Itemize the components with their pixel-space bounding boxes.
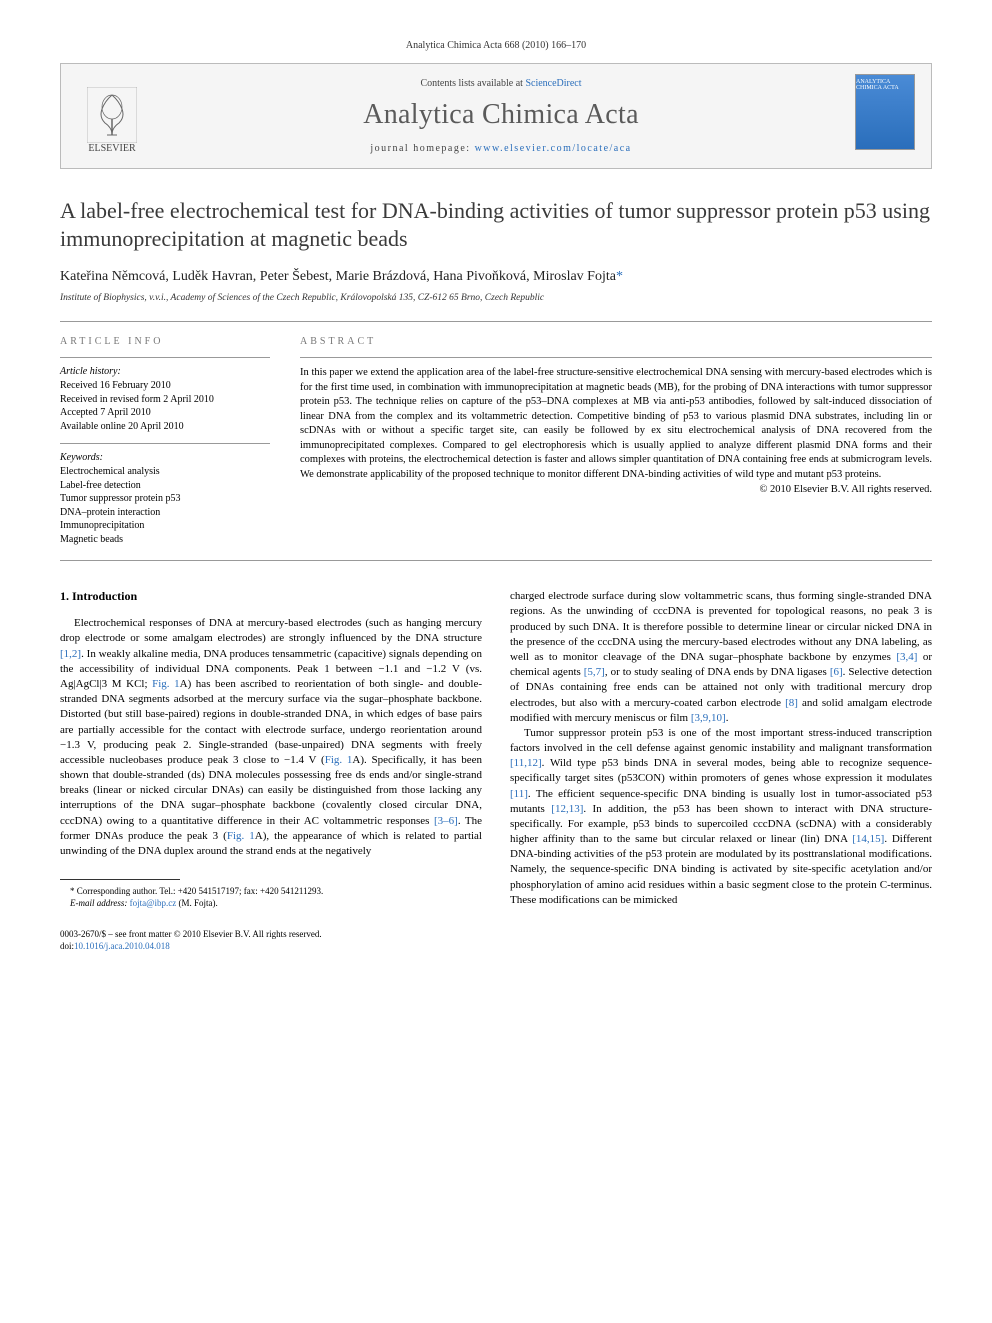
article-title: A label-free electrochemical test for DN… [60,197,932,253]
ref-link[interactable]: [6] [830,666,843,678]
divider [60,321,932,322]
sciencedirect-link[interactable]: ScienceDirect [525,78,581,89]
journal-cover-thumbnail: ANALYTICA CHIMICA ACTA [855,74,915,150]
history-item: Received 16 February 2010 [60,379,270,393]
body-paragraph: Electrochemical responses of DNA at merc… [60,616,482,859]
keyword: DNA–protein interaction [60,506,270,520]
ref-link[interactable]: [12,13] [551,803,583,815]
authors-line: Kateřina Němcová, Luděk Havran, Peter Še… [60,269,932,285]
keyword: Electrochemical analysis [60,465,270,479]
keywords-label: Keywords: [60,452,270,463]
journal-header: ELSEVIER Contents lists available at Sci… [60,63,932,169]
abstract-text: In this paper we extend the application … [300,366,932,482]
history-item: Accepted 7 April 2010 [60,406,270,420]
history-item: Received in revised form 2 April 2010 [60,393,270,407]
doi-link[interactable]: 10.1016/j.aca.2010.04.018 [74,941,170,951]
publisher-logo: ELSEVIER [77,74,147,154]
corresponding-mark[interactable]: * [616,269,623,284]
keyword: Label-free detection [60,479,270,493]
ref-link[interactable]: [5,7] [584,666,605,678]
abstract-label: ABSTRACT [300,336,932,347]
top-citation: Analytica Chimica Acta 668 (2010) 166–17… [60,40,932,51]
journal-homepage-link[interactable]: www.elsevier.com/locate/aca [475,143,632,154]
email-footnote: E-mail address: fojta@ibp.cz (M. Fojta). [60,898,482,910]
ref-link[interactable]: [1,2] [60,648,81,660]
journal-name: Analytica Chimica Acta [363,99,639,131]
corresponding-footnote: * Corresponding author. Tel.: +420 54151… [60,886,482,898]
keyword: Magnetic beads [60,533,270,547]
ref-link[interactable]: [8] [785,697,798,709]
ref-link[interactable]: [14,15] [852,833,884,845]
publisher-name: ELSEVIER [88,143,135,154]
ref-link[interactable]: [11,12] [510,757,542,769]
history-label: Article history: [60,366,270,377]
ref-link[interactable]: [3,4] [896,651,917,663]
figure-link[interactable]: Fig. 1 [325,754,353,766]
figure-link[interactable]: Fig. 1 [152,678,180,690]
keyword: Immunoprecipitation [60,519,270,533]
body-paragraph: charged electrode surface during slow vo… [510,589,932,726]
journal-homepage: journal homepage: www.elsevier.com/locat… [370,143,631,154]
affiliation: Institute of Biophysics, v.v.i., Academy… [60,293,932,303]
history-item: Available online 20 April 2010 [60,420,270,434]
page-footer: 0003-2670/$ – see front matter © 2010 El… [60,929,932,952]
footnote-separator [60,879,180,880]
front-matter-line: 0003-2670/$ – see front matter © 2010 El… [60,929,932,941]
ref-link[interactable]: [3–6] [434,815,458,827]
body-paragraph: Tumor suppressor protein p53 is one of t… [510,726,932,908]
ref-link[interactable]: [3,9,10] [691,712,726,724]
figure-link[interactable]: Fig. 1 [227,830,255,842]
right-column: charged electrode surface during slow vo… [510,589,932,909]
email-link[interactable]: fojta@ibp.cz [130,898,177,908]
intro-heading: 1. Introduction [60,589,482,604]
abstract-copyright: © 2010 Elsevier B.V. All rights reserved… [300,484,932,495]
ref-link[interactable]: [11] [510,788,528,800]
article-info-label: ARTICLE INFO [60,336,270,347]
left-column: 1. Introduction Electrochemical response… [60,589,482,909]
elsevier-tree-icon [87,87,137,143]
contents-line: Contents lists available at ScienceDirec… [420,74,581,89]
keyword: Tumor suppressor protein p53 [60,492,270,506]
